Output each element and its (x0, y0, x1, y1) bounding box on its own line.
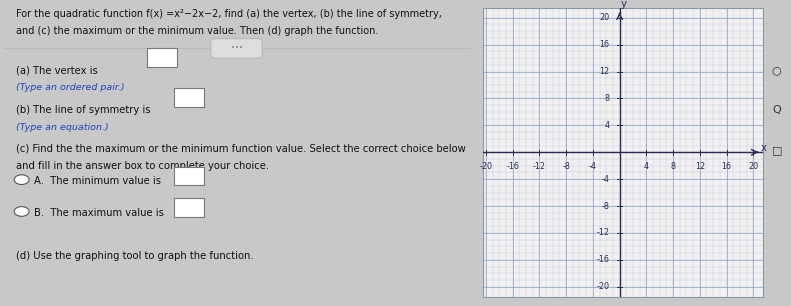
Text: 8: 8 (671, 162, 676, 171)
Text: (b) The line of symmetry is: (b) The line of symmetry is (16, 105, 150, 114)
Text: x: x (760, 143, 766, 153)
Text: For the quadratic function f(x) =x²−2x−2, find (a) the vertex, (b) the line of s: For the quadratic function f(x) =x²−2x−2… (16, 9, 441, 19)
Text: A.  The minimum value is: A. The minimum value is (34, 176, 161, 186)
FancyBboxPatch shape (174, 167, 204, 185)
Text: -12: -12 (596, 229, 610, 237)
Text: -16: -16 (506, 162, 519, 171)
Text: -20: -20 (479, 162, 492, 171)
FancyBboxPatch shape (211, 39, 262, 58)
FancyBboxPatch shape (174, 199, 204, 217)
Text: -16: -16 (596, 255, 610, 264)
Text: 16: 16 (600, 40, 610, 49)
FancyBboxPatch shape (147, 48, 177, 67)
Text: Q: Q (772, 105, 782, 115)
Text: □: □ (771, 145, 782, 155)
Text: 20: 20 (600, 13, 610, 22)
Text: (c) Find the the maximum or the minimum function value. Select the correct choic: (c) Find the the maximum or the minimum … (16, 144, 465, 154)
Text: 12: 12 (600, 67, 610, 76)
Text: (Type an equation.): (Type an equation.) (16, 123, 108, 132)
Text: (d) Use the graphing tool to graph the function.: (d) Use the graphing tool to graph the f… (16, 252, 253, 261)
Text: and fill in the answer box to complete your choice.: and fill in the answer box to complete y… (16, 161, 269, 170)
Text: and (c) the maximum or the minimum value. Then (d) graph the function.: and (c) the maximum or the minimum value… (16, 26, 378, 36)
Text: 20: 20 (748, 162, 759, 171)
Text: -8: -8 (562, 162, 570, 171)
Text: 4: 4 (604, 121, 610, 130)
Text: 4: 4 (644, 162, 649, 171)
Text: -4: -4 (602, 175, 610, 184)
Text: -8: -8 (602, 202, 610, 211)
Text: ○: ○ (772, 65, 782, 75)
Text: (a) The vertex is: (a) The vertex is (16, 65, 97, 75)
FancyBboxPatch shape (174, 88, 204, 107)
Text: 16: 16 (721, 162, 732, 171)
Circle shape (14, 175, 29, 185)
Text: •••: ••• (230, 46, 243, 51)
Text: 12: 12 (694, 162, 705, 171)
Text: y: y (620, 0, 626, 9)
Text: B.  The maximum value is: B. The maximum value is (34, 207, 164, 218)
Text: -4: -4 (589, 162, 596, 171)
Circle shape (14, 207, 29, 216)
Text: -12: -12 (533, 162, 546, 171)
Text: -20: -20 (596, 282, 610, 291)
Text: 8: 8 (604, 94, 610, 103)
Text: (Type an ordered pair.): (Type an ordered pair.) (16, 83, 124, 92)
